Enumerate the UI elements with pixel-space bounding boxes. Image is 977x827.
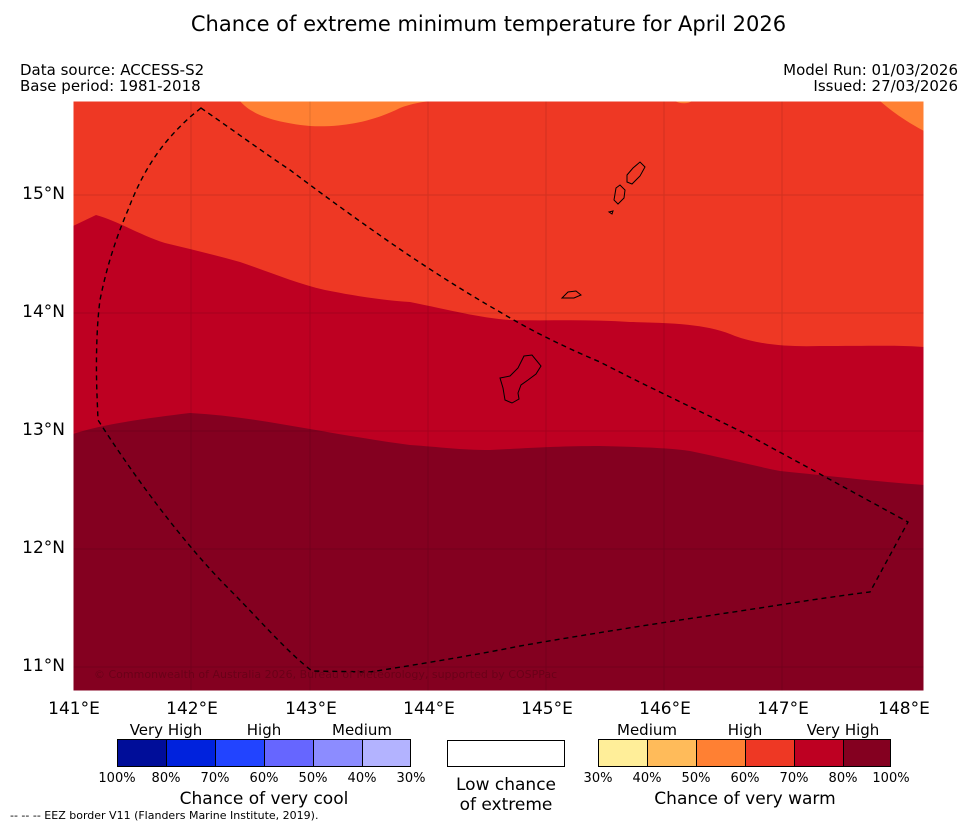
lon-tick-148e: 148°E bbox=[878, 699, 930, 719]
zone-high-right bbox=[880, 101, 924, 131]
cool-swatch-60-50 bbox=[264, 739, 313, 767]
cool-tick-40: 40% bbox=[347, 771, 377, 786]
cool-tick-30: 30% bbox=[396, 771, 426, 786]
warm-tick-80: 80% bbox=[828, 771, 858, 786]
warm-swatch-40-50 bbox=[647, 739, 696, 767]
data-source-label: Data source: ACCESS-S2 bbox=[20, 61, 205, 79]
warm-colorbar-title: Chance of very warm bbox=[654, 789, 836, 809]
lon-tick-141e: 141°E bbox=[48, 699, 100, 719]
lat-tick-11n: 11°N bbox=[22, 656, 65, 676]
lon-tick-144e: 144°E bbox=[403, 699, 455, 719]
warm-swatch-50-60 bbox=[696, 739, 745, 767]
warm-tick-60: 60% bbox=[730, 771, 760, 786]
low-chance-line2: of extreme bbox=[459, 795, 553, 815]
lat-tick-13n: 13°N bbox=[22, 420, 65, 440]
warm-swatch-80-100 bbox=[843, 739, 891, 767]
issued-label: Issued: 27/03/2026 bbox=[813, 77, 958, 95]
lat-tick-14n: 14°N bbox=[22, 302, 65, 322]
map-title: Chance of extreme minimum temperature fo… bbox=[190, 12, 787, 36]
warm-swatch-30-40 bbox=[598, 739, 647, 767]
lat-tick-12n: 12°N bbox=[22, 538, 65, 558]
cool-category-high: High bbox=[246, 721, 282, 739]
cool-tick-50: 50% bbox=[298, 771, 328, 786]
cool-swatch-100-80 bbox=[117, 739, 166, 767]
cool-tick-80: 80% bbox=[151, 771, 181, 786]
island-outlines bbox=[499, 161, 646, 404]
cool-swatch-40-30 bbox=[362, 739, 411, 767]
warm-tick-100: 100% bbox=[872, 771, 910, 786]
cool-tick-100: 100% bbox=[98, 771, 136, 786]
eez-border-footnote: -- -- -- EEZ border V11 (Flanders Marine… bbox=[10, 809, 319, 822]
warm-tick-40: 40% bbox=[632, 771, 662, 786]
low-chance-line1: Low chance bbox=[456, 775, 556, 795]
cool-swatch-50-40 bbox=[313, 739, 362, 767]
warm-category-medium: Medium bbox=[617, 721, 677, 739]
zone-very-high-100 bbox=[73, 413, 924, 691]
lon-tick-143e: 143°E bbox=[285, 699, 337, 719]
model-run-label: Model Run: 01/03/2026 bbox=[783, 61, 958, 79]
island-guam bbox=[499, 354, 542, 404]
eez-border-line bbox=[95, 107, 909, 673]
cool-category-medium: Medium bbox=[332, 721, 392, 739]
cool-tick-70: 70% bbox=[200, 771, 230, 786]
lat-tick-15n: 15°N bbox=[22, 184, 65, 204]
lon-tick-146e: 146°E bbox=[639, 699, 691, 719]
map-frame bbox=[72, 100, 925, 692]
cool-tick-60: 60% bbox=[249, 771, 279, 786]
warm-swatch-70-80 bbox=[794, 739, 843, 767]
island-tinian bbox=[613, 184, 626, 205]
lon-tick-147e: 147°E bbox=[757, 699, 809, 719]
base-period-label: Base period: 1981-2018 bbox=[20, 77, 201, 95]
cool-colorbar-title: Chance of very cool bbox=[179, 789, 349, 809]
cool-swatch-80-70 bbox=[166, 739, 215, 767]
cool-colorbar-frame bbox=[117, 739, 411, 767]
island-aguijan bbox=[607, 210, 614, 215]
warm-swatch-60-70 bbox=[745, 739, 794, 767]
low-chance-label: Low chance of extreme bbox=[436, 775, 576, 815]
warm-colorbar-frame bbox=[598, 739, 891, 767]
island-rota bbox=[560, 290, 582, 299]
cool-swatch-70-60 bbox=[215, 739, 264, 767]
warm-category-very-high: Very High bbox=[806, 721, 880, 739]
zone-high-top bbox=[240, 101, 435, 127]
warm-category-high: High bbox=[727, 721, 763, 739]
lon-tick-145e: 145°E bbox=[521, 699, 573, 719]
island-saipan bbox=[626, 161, 646, 185]
warm-tick-70: 70% bbox=[779, 771, 809, 786]
copyright-notice: © Commonwealth of Australia 2026, Bureau… bbox=[94, 668, 558, 681]
warm-tick-50: 50% bbox=[681, 771, 711, 786]
lon-tick-142e: 142°E bbox=[166, 699, 218, 719]
low-chance-swatch bbox=[447, 740, 565, 767]
zone-high-top-small bbox=[675, 101, 692, 104]
cool-category-very-high: Very High bbox=[129, 721, 203, 739]
warm-tick-30: 30% bbox=[583, 771, 613, 786]
